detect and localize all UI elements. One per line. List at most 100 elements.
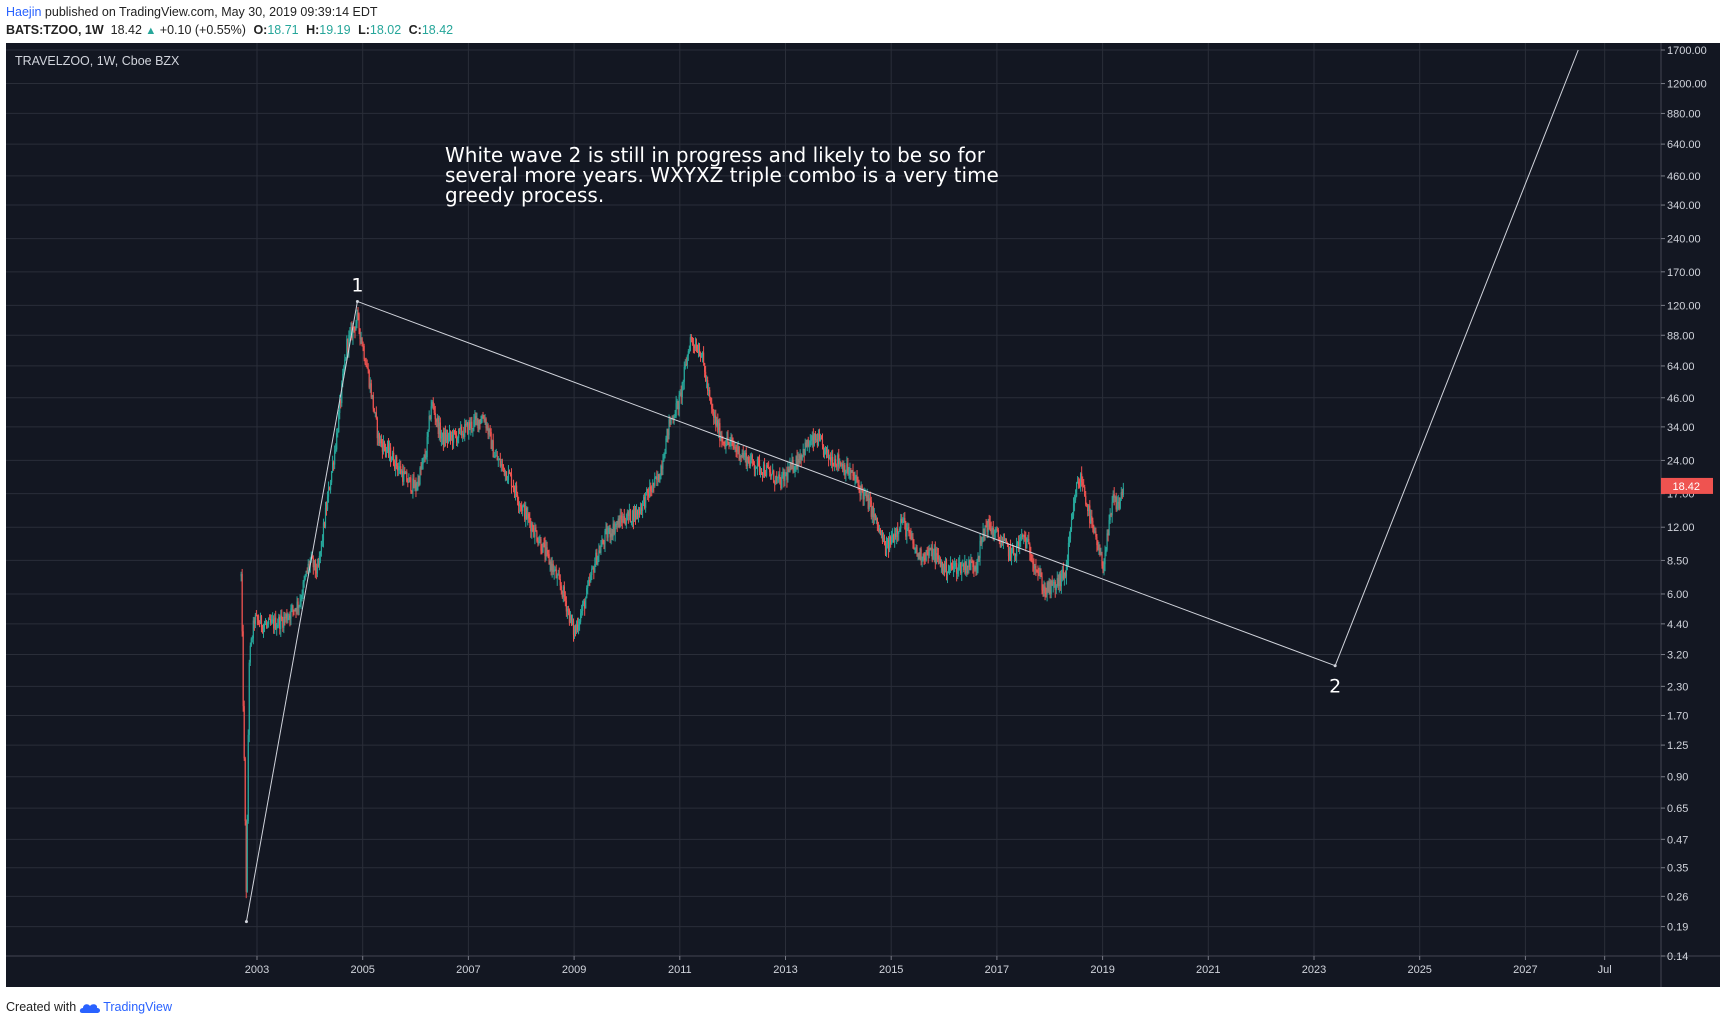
candle-body [1070,519,1073,530]
candle-body [681,382,683,398]
candle-body [355,323,357,331]
candle-body [398,467,400,471]
candle-body [1094,531,1096,534]
candle-body [951,565,954,569]
candle-body [617,518,619,525]
candle-body [422,458,424,465]
candle-body [859,486,861,496]
candle-body [802,448,804,455]
candle-body [515,485,518,496]
candle-body [914,547,916,549]
candle-body [258,623,261,625]
candle-body [1048,581,1050,592]
candle-body [834,459,836,467]
candle-body [526,507,528,519]
candle-body [860,485,862,496]
symbol-info-bar: BATS:TZOO, 1W 18.42 ▲ +0.10 (+0.55%) O:1… [6,21,453,39]
price-axis[interactable]: 1700.00 1200.00 880.00 640.00 460.00 340.00 24… [1661,45,1707,963]
candle-body [715,415,717,426]
candle-body [691,337,694,343]
candle-body [279,616,281,629]
candle-body [405,472,407,475]
candle-body [829,457,831,459]
candle-body [427,429,429,437]
candle-body [979,540,981,559]
candle-body [1040,572,1042,577]
candle-body [287,617,289,621]
candle-body [1049,581,1051,595]
chart-background [6,43,1720,987]
candle-body [472,428,474,430]
candle-body [903,518,905,523]
candle-body [926,550,928,552]
candle-body [864,492,866,494]
candle-body [322,522,325,541]
candle-body [605,528,607,531]
candle-body [861,485,863,491]
candle-body [442,432,444,445]
candle-body [556,574,558,579]
candle-body [280,615,282,629]
candle-body [943,563,946,573]
candle-body [576,624,579,630]
footer-brand-link[interactable]: TradingView [103,1000,172,1014]
candle-body [609,528,611,538]
candle-body [880,533,883,535]
candle-body [882,537,885,542]
candle-body [736,450,738,452]
candle-body [1009,546,1012,558]
candle-body [420,467,422,469]
candle-body [454,432,457,435]
candle-body [263,624,266,626]
candle-body [470,421,472,428]
candle-body [976,565,978,570]
candle-body [932,555,934,560]
candle-body [246,820,248,892]
candle-body [353,326,355,328]
candle-body [910,533,912,539]
candle-body [1027,539,1029,541]
candle-body [540,539,542,551]
candle-body [833,465,835,467]
candle-body [1079,485,1081,488]
candle-body [792,460,794,472]
candle-body [1026,539,1028,549]
candle-body [520,505,522,507]
candle-body [680,392,682,398]
candle-body [874,513,876,521]
wave-segment [1334,49,1579,666]
candle-body [406,472,408,482]
candle-body [1060,573,1062,587]
candle-body [733,445,735,448]
candle-body [307,563,309,572]
candle-body [1076,481,1079,483]
candle-body [785,472,787,475]
candle-body [915,547,917,549]
candle-body [495,455,497,457]
candle-body [266,623,269,625]
candle-body [1005,538,1008,543]
candle-body [610,533,612,538]
candle-body [734,447,736,449]
chart-grid [6,43,1661,956]
candle-body [501,464,503,466]
candle-body [969,559,971,570]
author-link[interactable]: Haejin [6,5,42,19]
publish-info: Haejin published on TradingView.com, May… [6,3,378,21]
price-tick-label: 24.00 [1667,455,1695,467]
candle-body [698,349,701,357]
candle-body [430,406,432,420]
candle-body [942,563,945,572]
candle-body [589,580,591,582]
time-axis[interactable]: 2003 2005 2007 2009 2011 2013 2015 2017 2019 2021… [245,956,1612,976]
candle-body [385,449,388,452]
candle-body [565,601,567,612]
candle-body [995,529,997,531]
candle-body [760,468,763,474]
candle-body [480,421,482,424]
candle-body [1063,572,1065,579]
candle-body [920,548,922,561]
candle-body [1097,545,1099,550]
candle-body [635,509,638,518]
